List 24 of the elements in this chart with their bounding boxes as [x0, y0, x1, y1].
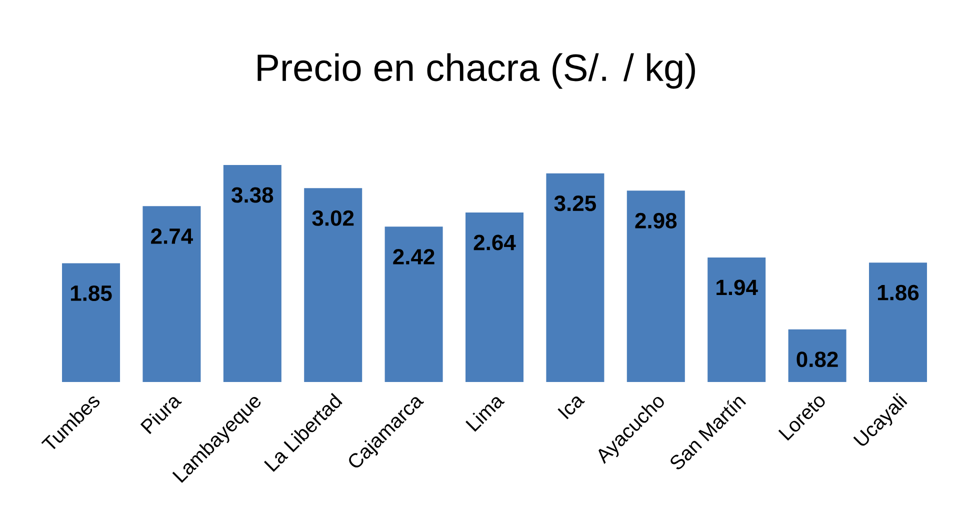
bar: [142, 206, 201, 382]
bar: [384, 226, 443, 382]
bar: [708, 257, 766, 382]
x-tick-label: Ica: [558, 396, 585, 420]
bar: [546, 173, 604, 382]
data-label: 3.25: [554, 196, 596, 212]
data-label: 2.98: [635, 212, 677, 228]
data-label: 3.38: [232, 187, 274, 203]
data-label: 1.86: [878, 284, 919, 300]
data-label: 2.64: [474, 234, 516, 250]
bar: [868, 262, 927, 382]
bar: [788, 329, 846, 382]
bar: [304, 188, 362, 382]
data-label: 2.74: [151, 228, 193, 244]
data-label: 0.82: [796, 352, 838, 368]
data-label: 3.02: [312, 210, 354, 226]
bar: [223, 165, 282, 382]
bar: [466, 212, 524, 382]
data-label: 1.94: [716, 280, 758, 296]
bar: [626, 190, 685, 382]
bar: [62, 263, 120, 382]
data-label: 1.85: [70, 285, 112, 302]
chart-title: Precio en chacra (S/. / kg): [258, 53, 695, 89]
data-label: 2.42: [393, 248, 434, 264]
